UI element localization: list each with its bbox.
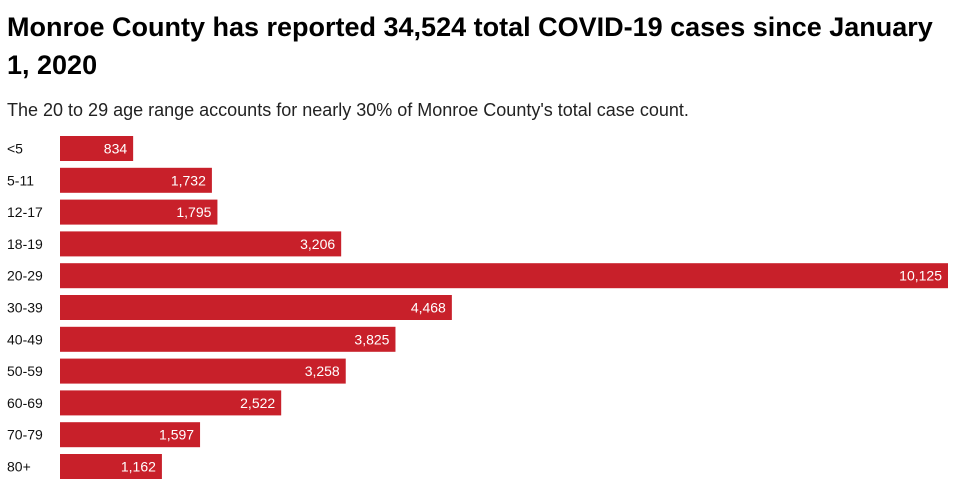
category-label: <5 (7, 141, 23, 157)
bar (60, 326, 396, 352)
bar-value-label: 1,162 (121, 459, 156, 475)
bar (60, 422, 201, 448)
category-label: 18-19 (7, 236, 43, 252)
bar-value-label: 1,732 (171, 172, 206, 188)
bar (60, 454, 162, 479)
bar (60, 167, 212, 193)
bar-value-label: 4,468 (411, 300, 446, 316)
bar-value-label: 1,795 (176, 204, 211, 220)
bar-value-label: 834 (104, 141, 128, 157)
bar-value-label: 3,258 (305, 363, 340, 379)
category-label: 40-49 (7, 331, 43, 347)
bar (60, 390, 282, 416)
bar (60, 295, 452, 320)
category-label: 80+ (7, 459, 31, 475)
bar (60, 199, 218, 225)
bar (60, 231, 342, 257)
bar-value-label: 2,522 (240, 395, 275, 411)
bar-value-label: 3,825 (354, 331, 389, 347)
category-label: 50-59 (7, 363, 43, 379)
bar (60, 136, 134, 161)
category-label: 5-11 (7, 172, 34, 188)
category-label: 30-39 (7, 300, 43, 316)
bar-value-label: 3,206 (300, 236, 335, 252)
bar (60, 263, 948, 289)
category-label: 70-79 (7, 427, 43, 443)
category-label: 20-29 (7, 268, 43, 284)
bar-value-label: 10,125 (899, 268, 942, 284)
bar (60, 358, 346, 384)
category-label: 60-69 (7, 395, 43, 411)
bar-value-label: 1,597 (159, 427, 194, 443)
chart-title: Monroe County has reported 34,524 total … (7, 12, 933, 80)
category-label: 12-17 (7, 204, 43, 220)
bar-chart: <5 834 5-11 1,732 12-17 1,795 18-19 3,206 20-29 1… (7, 136, 948, 479)
chart-subtitle: The 20 to 29 age range accounts for near… (7, 100, 689, 120)
